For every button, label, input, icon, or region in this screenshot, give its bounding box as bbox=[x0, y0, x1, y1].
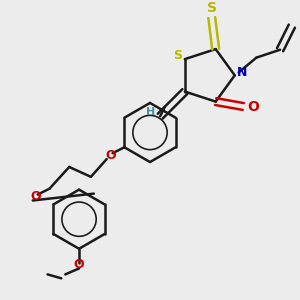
Text: O: O bbox=[74, 258, 84, 271]
Text: O: O bbox=[30, 190, 41, 203]
Text: S: S bbox=[207, 1, 217, 15]
Text: S: S bbox=[173, 49, 182, 62]
Text: N: N bbox=[236, 66, 247, 79]
Text: H: H bbox=[146, 107, 155, 117]
Text: O: O bbox=[105, 149, 116, 162]
Text: O: O bbox=[247, 100, 259, 113]
